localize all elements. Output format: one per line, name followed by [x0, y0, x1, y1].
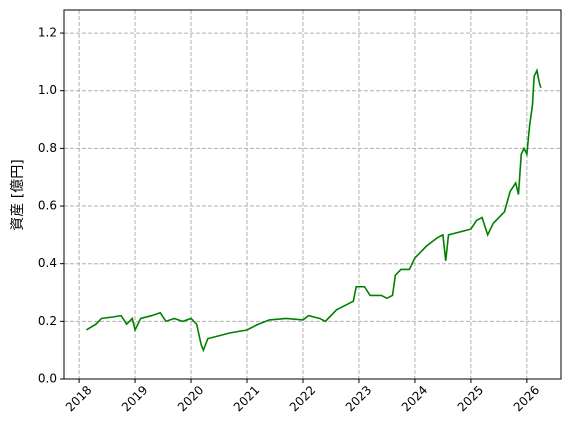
- y-tick-label: 0.8: [38, 141, 57, 155]
- data-line: [85, 68, 542, 353]
- y-axis-label: 資産 [億円]: [10, 159, 26, 230]
- plot-frame: [63, 9, 562, 380]
- x-tick-label: 2020: [175, 383, 206, 414]
- x-tick-label: 2024: [399, 383, 430, 414]
- y-tick-label: 1.0: [38, 83, 57, 97]
- x-tick-label: 2019: [119, 383, 150, 414]
- x-tick-label: 2023: [343, 383, 374, 414]
- y-tick-label: 1.2: [38, 26, 57, 40]
- y-tick-label: 0.2: [38, 314, 57, 328]
- x-tick-label: 2025: [455, 383, 486, 414]
- y-tick-label: 0.0: [38, 372, 57, 386]
- x-tick-label: 2021: [231, 383, 262, 414]
- x-tick-label: 2026: [511, 383, 542, 414]
- x-tick-label: 2022: [287, 383, 318, 414]
- y-tick-label: 0.6: [38, 199, 57, 213]
- y-tick-label: 0.4: [38, 256, 57, 270]
- x-tick-label: 2018: [63, 383, 94, 414]
